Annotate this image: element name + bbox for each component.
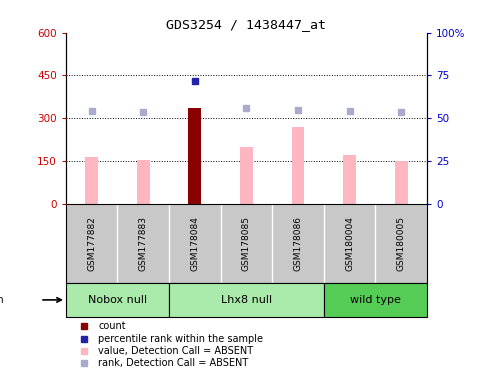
Text: GSM178085: GSM178085: [242, 216, 251, 271]
Title: GDS3254 / 1438447_at: GDS3254 / 1438447_at: [166, 18, 326, 31]
Text: percentile rank within the sample: percentile rank within the sample: [99, 334, 264, 344]
Bar: [240, 147, 253, 204]
Text: wild type: wild type: [350, 295, 401, 305]
Bar: [395, 161, 407, 204]
Text: GSM177882: GSM177882: [87, 216, 96, 271]
Text: Lhx8 null: Lhx8 null: [221, 295, 272, 305]
Text: rank, Detection Call = ABSENT: rank, Detection Call = ABSENT: [99, 358, 248, 368]
Text: GSM180005: GSM180005: [397, 216, 406, 271]
Bar: [324, 283, 427, 317]
Bar: [85, 157, 98, 204]
Text: count: count: [99, 321, 126, 331]
Text: GSM178084: GSM178084: [190, 216, 200, 271]
Text: GSM177883: GSM177883: [139, 216, 148, 271]
Text: Nobox null: Nobox null: [88, 295, 147, 305]
Bar: [169, 283, 324, 317]
Bar: [292, 127, 305, 204]
Bar: [137, 161, 150, 204]
Text: GSM180004: GSM180004: [345, 216, 354, 271]
Bar: [66, 283, 169, 317]
Text: genotype/variation: genotype/variation: [0, 295, 4, 305]
Bar: [188, 108, 202, 204]
Text: GSM178086: GSM178086: [293, 216, 303, 271]
Bar: [343, 155, 356, 204]
Bar: [188, 108, 202, 204]
Text: value, Detection Call = ABSENT: value, Detection Call = ABSENT: [99, 346, 253, 356]
